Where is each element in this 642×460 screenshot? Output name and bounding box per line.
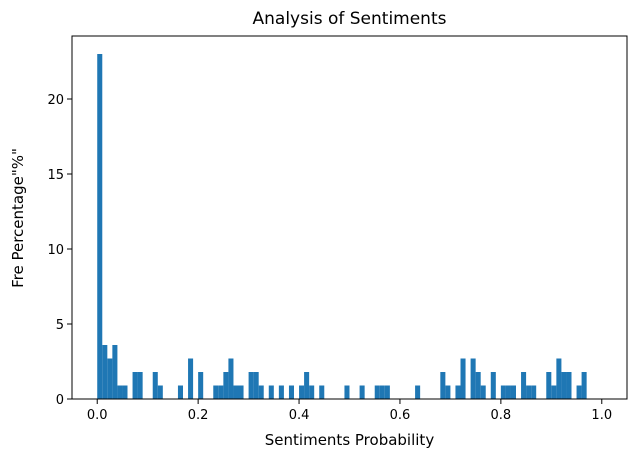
- histogram-bar: [445, 385, 451, 399]
- histogram-bar: [500, 385, 506, 399]
- histogram-bar: [556, 358, 562, 399]
- histogram-bar: [510, 385, 516, 399]
- histogram-bar: [223, 372, 229, 399]
- histogram-bar: [440, 372, 446, 399]
- histogram-bar: [455, 385, 461, 399]
- histogram-bar: [304, 372, 310, 399]
- histogram-bar: [374, 385, 380, 399]
- histogram-bar: [319, 385, 325, 399]
- histogram-bar: [117, 385, 123, 399]
- histogram-bar: [526, 385, 532, 399]
- x-tick-label: 0.0: [87, 408, 108, 423]
- histogram-bar: [278, 385, 284, 399]
- histogram-bar: [228, 358, 234, 399]
- histogram-bar: [137, 372, 143, 399]
- histogram-bar: [480, 385, 486, 399]
- histogram-bar: [218, 385, 224, 399]
- x-tick-label: 0.4: [289, 408, 310, 423]
- y-tick-label: 10: [47, 243, 64, 258]
- x-tick-label: 1.0: [591, 408, 612, 423]
- histogram-bar: [415, 385, 421, 399]
- histogram-bar: [112, 345, 118, 399]
- histogram-bar: [102, 345, 108, 399]
- histogram-bar: [561, 372, 567, 399]
- x-tick-label: 0.2: [188, 408, 209, 423]
- histogram-bar: [546, 372, 552, 399]
- histogram-bar: [460, 358, 466, 399]
- histogram-bar: [521, 372, 527, 399]
- histogram-bar: [581, 372, 587, 399]
- x-axis: 0.0 0.2 0.4 0.6 0.8 1.0: [87, 399, 612, 423]
- histogram-bar: [233, 385, 239, 399]
- histogram-bar: [344, 385, 350, 399]
- histogram-bar: [122, 385, 128, 399]
- y-tick-label: 0: [56, 393, 64, 408]
- histogram-bar: [359, 385, 365, 399]
- histogram-bar: [384, 385, 390, 399]
- histogram-bar: [258, 385, 264, 399]
- histogram-bar: [152, 372, 158, 399]
- histogram-bar: [490, 372, 496, 399]
- histogram-bar: [268, 385, 274, 399]
- histogram-bar: [299, 385, 305, 399]
- histogram-bar: [475, 372, 481, 399]
- histogram-bar: [198, 372, 204, 399]
- histogram-bar: [177, 385, 183, 399]
- histogram-bar: [470, 358, 476, 399]
- histogram-bar: [566, 372, 572, 399]
- histogram-bar: [132, 372, 138, 399]
- histogram-bar: [309, 385, 315, 399]
- histogram-bar: [248, 372, 254, 399]
- histogram-bar: [576, 385, 582, 399]
- y-tick-label: 15: [47, 168, 64, 183]
- histogram-bar: [97, 54, 103, 399]
- histogram-bar: [157, 385, 163, 399]
- histogram-bar: [379, 385, 385, 399]
- histogram-bar: [531, 385, 537, 399]
- chart-title: Analysis of Sentiments: [253, 9, 447, 29]
- x-tick-label: 0.6: [390, 408, 411, 423]
- x-tick-label: 0.8: [491, 408, 512, 423]
- x-axis-label: Sentiments Probability: [265, 431, 435, 449]
- histogram-bar: [253, 372, 259, 399]
- y-axis-label: Fre Percentage"%": [9, 148, 27, 288]
- histogram-bar: [551, 385, 557, 399]
- histogram-bar: [107, 358, 113, 399]
- histogram-bar: [188, 358, 194, 399]
- histogram-bar: [213, 385, 219, 399]
- y-tick-label: 5: [56, 318, 64, 333]
- y-tick-label: 20: [47, 93, 64, 108]
- histogram-bar: [288, 385, 294, 399]
- y-axis: 0 5 10 15 20: [47, 93, 72, 408]
- histogram-bar: [238, 385, 244, 399]
- histogram-bar: [505, 385, 511, 399]
- plot-frame: [71, 35, 628, 400]
- bars-group: [97, 54, 587, 399]
